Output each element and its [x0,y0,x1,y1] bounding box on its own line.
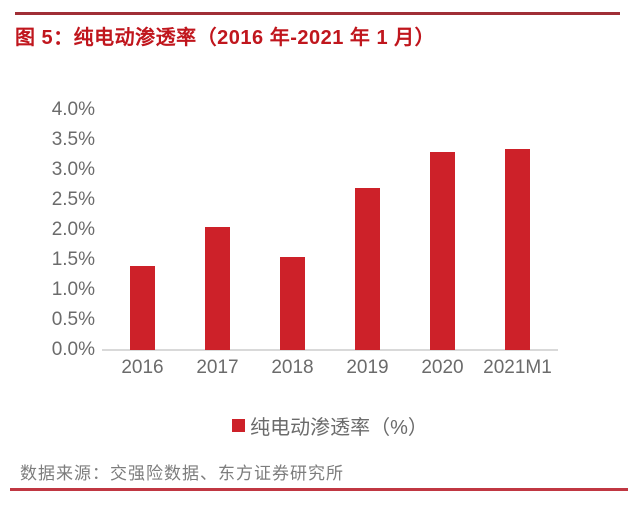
x-axis-label-2017: 2017 [196,357,239,378]
bar-2021M1 [505,149,530,350]
y-axis-tick-label: 2.5% [51,189,95,210]
legend-label: 纯电动渗透率（%） [250,417,428,439]
data-source-note: 数据来源：交强险数据、东方证券研究所 [20,464,344,483]
y-axis-tick-label: 0.0% [51,339,95,360]
chart-legend: 纯电动渗透率（%） [105,411,555,440]
y-axis-tick-label: 1.0% [51,279,95,300]
bar-2016 [130,266,155,350]
bar-2017 [205,227,230,350]
x-axis-label-2018: 2018 [271,357,314,378]
x-axis-label-2021M1: 2021M1 [483,357,552,378]
x-axis-label-2020: 2020 [421,357,464,378]
legend-square-icon [232,419,246,432]
bev-penetration-bar-chart: 4.0% 3.5% 3.0% 2.5% 2.0% 1.5% 1.0% 0.5% 0.0% 201… [0,99,558,440]
x-axis-line [102,349,558,351]
bar-2018 [280,257,305,350]
bar-2020 [430,152,455,350]
x-axis-labels: 2016 2017 2018 2019 2020 2021M1 [105,357,555,381]
y-axis-tick-label: 1.5% [51,249,95,270]
top-divider [15,12,620,15]
y-axis-tick-label: 2.0% [51,219,95,240]
bar-2019 [355,188,380,350]
x-axis-label-2016: 2016 [121,357,164,378]
bottom-divider [10,488,628,491]
x-axis-label-2019: 2019 [346,357,389,378]
y-axis-tick-label: 3.0% [51,159,95,180]
y-axis-tick-labels: 4.0% 3.5% 3.0% 2.5% 2.0% 1.5% 1.0% 0.5% 0.0% [0,99,95,360]
y-axis-tick-label: 4.0% [51,99,95,120]
figure-title: 图 5：纯电动渗透率（2016 年-2021 年 1 月） [15,27,436,49]
y-axis-tick-label: 0.5% [51,309,95,330]
y-axis-tick-label: 3.5% [51,129,95,150]
plot-area [102,110,558,351]
